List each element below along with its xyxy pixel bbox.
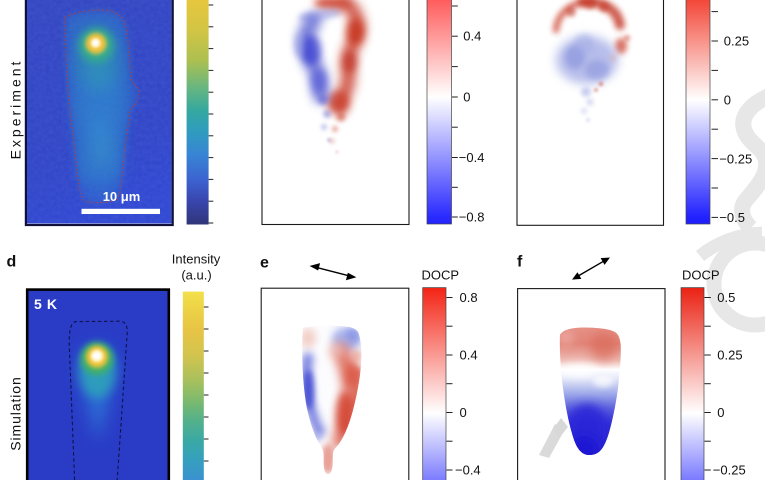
svg-text:Intensity: Intensity xyxy=(172,252,221,267)
svg-text:Simulation: Simulation xyxy=(8,376,24,450)
svg-text:−0.25: −0.25 xyxy=(719,151,752,166)
svg-text:(a.u.): (a.u.) xyxy=(181,268,211,283)
svg-text:0.8: 0.8 xyxy=(460,290,478,305)
svg-text:0.4: 0.4 xyxy=(460,348,478,363)
svg-text:f: f xyxy=(517,254,523,271)
svg-text:−0.8: −0.8 xyxy=(459,210,485,225)
svg-text:10 μm: 10 μm xyxy=(103,189,141,204)
svg-text:0.25: 0.25 xyxy=(724,34,749,49)
svg-text:0.25: 0.25 xyxy=(717,348,742,363)
svg-text:e: e xyxy=(260,255,269,272)
svg-text:0: 0 xyxy=(460,405,467,420)
svg-text:d: d xyxy=(7,254,17,271)
svg-text:5 K: 5 K xyxy=(34,296,58,312)
svg-text:0.4: 0.4 xyxy=(463,29,481,44)
svg-text:−0.5: −0.5 xyxy=(719,210,745,225)
svg-text:DOCP: DOCP xyxy=(422,268,460,283)
svg-text:DOCP: DOCP xyxy=(682,268,720,283)
svg-text:0: 0 xyxy=(463,90,470,105)
svg-text:0.5: 0.5 xyxy=(717,290,735,305)
svg-text:0: 0 xyxy=(717,405,724,420)
svg-text:Experiment: Experiment xyxy=(8,59,24,160)
svg-text:−0.4: −0.4 xyxy=(459,150,485,165)
svg-text:0: 0 xyxy=(724,93,731,108)
svg-text:−0.25: −0.25 xyxy=(713,463,746,478)
svg-text:−0.4: −0.4 xyxy=(455,463,481,478)
